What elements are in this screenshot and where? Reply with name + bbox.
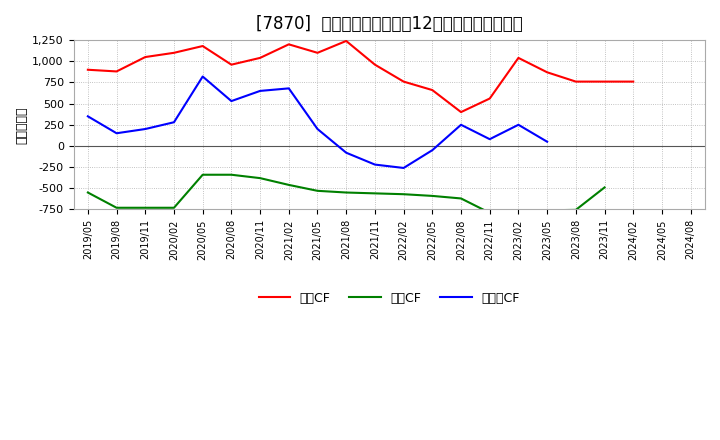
フリーCF xyxy=(342,150,351,155)
営業CF xyxy=(514,55,523,61)
投資CF xyxy=(543,208,552,213)
フリーCF xyxy=(543,139,552,144)
フリーCF xyxy=(514,122,523,128)
営業CF xyxy=(112,69,121,74)
フリーCF xyxy=(400,165,408,171)
フリーCF xyxy=(112,131,121,136)
営業CF xyxy=(342,38,351,44)
投資CF xyxy=(600,185,609,190)
営業CF xyxy=(371,62,379,67)
投資CF xyxy=(284,182,293,187)
営業CF xyxy=(456,110,465,115)
営業CF xyxy=(629,79,638,84)
投資CF xyxy=(313,188,322,194)
フリーCF xyxy=(170,120,179,125)
営業CF xyxy=(543,70,552,75)
営業CF xyxy=(313,50,322,55)
営業CF xyxy=(256,55,264,61)
投資CF xyxy=(84,190,92,195)
投資CF xyxy=(400,191,408,197)
フリーCF xyxy=(313,126,322,132)
投資CF xyxy=(256,176,264,181)
フリーCF xyxy=(371,162,379,167)
営業CF xyxy=(199,44,207,49)
投資CF xyxy=(371,191,379,196)
営業CF xyxy=(227,62,235,67)
Y-axis label: （百万円）: （百万円） xyxy=(15,106,28,143)
フリーCF xyxy=(141,126,150,132)
営業CF xyxy=(84,67,92,73)
Line: 営業CF: 営業CF xyxy=(88,41,634,112)
投資CF xyxy=(141,205,150,210)
フリーCF xyxy=(428,147,436,153)
投資CF xyxy=(485,210,494,216)
営業CF xyxy=(141,55,150,60)
Legend: 営業CF, 投資CF, フリーCF: 営業CF, 投資CF, フリーCF xyxy=(253,287,525,310)
投資CF xyxy=(428,193,436,198)
フリーCF xyxy=(256,88,264,94)
フリーCF xyxy=(84,114,92,119)
フリーCF xyxy=(227,99,235,104)
投資CF xyxy=(456,196,465,201)
Line: 投資CF: 投資CF xyxy=(88,175,605,214)
営業CF xyxy=(428,88,436,93)
投資CF xyxy=(342,190,351,195)
フリーCF xyxy=(456,122,465,128)
営業CF xyxy=(284,42,293,47)
営業CF xyxy=(572,79,580,84)
営業CF xyxy=(600,79,609,84)
営業CF xyxy=(400,79,408,84)
投資CF xyxy=(514,211,523,216)
投資CF xyxy=(227,172,235,177)
フリーCF xyxy=(485,136,494,142)
投資CF xyxy=(199,172,207,177)
営業CF xyxy=(485,96,494,101)
投資CF xyxy=(112,205,121,210)
営業CF xyxy=(170,50,179,55)
Title: [7870]  キャッシュフローの12か月移動合計の推移: [7870] キャッシュフローの12か月移動合計の推移 xyxy=(256,15,523,33)
Line: フリーCF: フリーCF xyxy=(88,77,547,168)
投資CF xyxy=(170,205,179,210)
投資CF xyxy=(572,207,580,213)
フリーCF xyxy=(284,86,293,91)
フリーCF xyxy=(199,74,207,79)
